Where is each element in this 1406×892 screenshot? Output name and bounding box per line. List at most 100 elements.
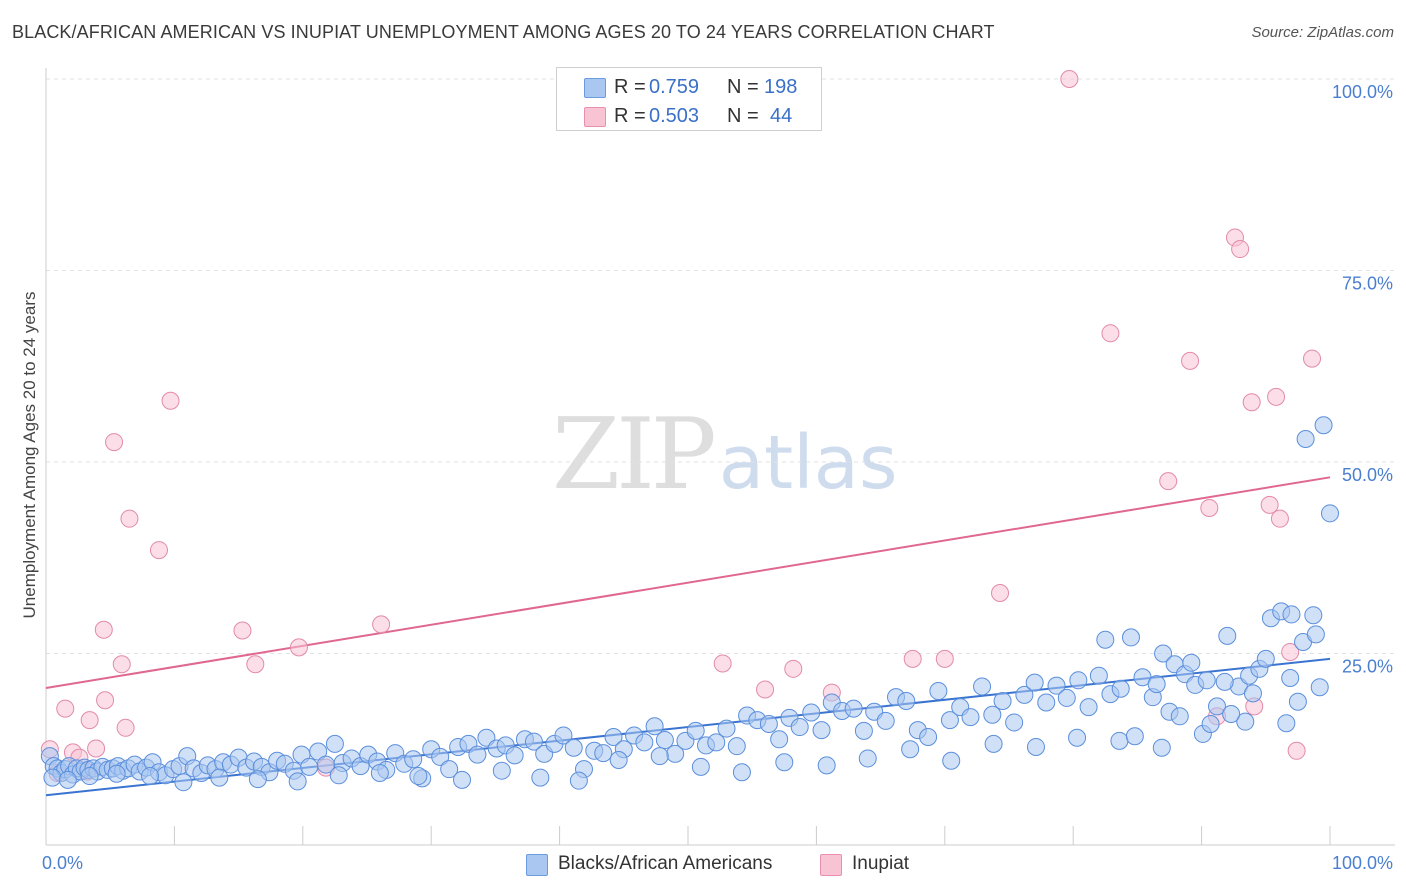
bottom-legend-label-black: Blacks/African Americans xyxy=(558,853,773,874)
black-point xyxy=(1121,628,1140,647)
black-point xyxy=(984,734,1003,753)
y-tick-label: 25.0% xyxy=(1342,657,1393,677)
black-point xyxy=(1197,671,1216,690)
watermark: ZIPatlas xyxy=(552,398,898,512)
inupiat-point xyxy=(289,638,308,657)
black-point xyxy=(1057,688,1076,707)
y-tick-label: 100.0% xyxy=(1332,82,1393,102)
black-point xyxy=(691,757,710,776)
black-point xyxy=(329,766,348,785)
inupiat-point xyxy=(233,621,252,640)
inupiat-point xyxy=(1159,472,1178,491)
inupiat-point xyxy=(1242,393,1261,412)
black-point xyxy=(1288,692,1307,711)
black-point xyxy=(1256,649,1275,668)
black-point xyxy=(440,760,459,779)
black-point xyxy=(876,711,895,730)
inupiat-point xyxy=(935,649,954,668)
black-point xyxy=(1243,684,1262,703)
black-point xyxy=(210,768,229,787)
y-axis-label: Unemployment Among Ages 20 to 24 years xyxy=(20,291,39,619)
black-point xyxy=(854,721,873,740)
y-tick-label: 50.0% xyxy=(1342,465,1393,485)
black-point xyxy=(1026,737,1045,756)
inupiat-point xyxy=(161,391,180,410)
watermark-zip: ZIP xyxy=(552,398,717,512)
black-point xyxy=(1281,669,1300,688)
black-point xyxy=(717,719,736,738)
inupiat-point xyxy=(1267,387,1286,406)
black-point xyxy=(409,767,428,786)
black-point xyxy=(300,757,319,776)
axes xyxy=(45,68,1395,846)
black-point xyxy=(107,764,126,783)
black-point xyxy=(370,763,389,782)
black-point xyxy=(858,749,877,768)
black-point xyxy=(844,699,863,718)
inupiat-point xyxy=(116,718,135,737)
black-point xyxy=(655,731,674,750)
inupiat-point xyxy=(246,655,265,674)
black-point xyxy=(993,691,1012,710)
bottom-legend-swatch-black xyxy=(526,854,548,876)
black-point xyxy=(1208,697,1227,716)
black-point xyxy=(1310,678,1329,697)
inupiat-point xyxy=(149,541,168,560)
black-point xyxy=(604,727,623,746)
black-point xyxy=(929,682,948,701)
black-point xyxy=(404,750,423,769)
legend-n-label: N = xyxy=(727,76,759,98)
black-point xyxy=(431,747,450,766)
black-point xyxy=(141,767,160,786)
inupiat-point xyxy=(713,654,732,673)
black-point xyxy=(325,734,344,753)
inupiat-point xyxy=(94,620,113,639)
black-point xyxy=(1110,731,1129,750)
legend-swatch-black xyxy=(584,78,606,98)
black-point xyxy=(1154,644,1173,663)
inupiat-point xyxy=(56,699,75,718)
black-point xyxy=(1222,705,1241,724)
black-point xyxy=(1089,666,1108,685)
black-point xyxy=(775,753,794,772)
inupiat-point xyxy=(1270,509,1289,528)
black-point xyxy=(1306,625,1325,644)
black-point xyxy=(1037,693,1056,712)
black-point xyxy=(1218,626,1237,645)
black-point xyxy=(707,733,726,752)
black-point xyxy=(973,677,992,696)
black-point xyxy=(80,767,99,786)
black-point xyxy=(1069,671,1088,690)
inupiat-point xyxy=(1281,642,1300,661)
black-point xyxy=(961,708,980,727)
black-point xyxy=(942,751,961,770)
watermark-atlas: atlas xyxy=(718,420,898,506)
inupiat-point xyxy=(120,509,139,528)
black-point xyxy=(174,773,193,792)
black-point xyxy=(569,771,588,790)
chart-title: BLACK/AFRICAN AMERICAN VS INUPIAT UNEMPL… xyxy=(12,22,995,42)
black-point xyxy=(1147,675,1166,694)
black-point xyxy=(770,730,789,749)
black-point xyxy=(686,721,705,740)
black-point xyxy=(759,714,778,733)
black-point xyxy=(248,770,267,789)
legend-n-label: N = xyxy=(727,105,759,127)
black-point xyxy=(812,721,831,740)
black-point xyxy=(1152,738,1171,757)
black-point xyxy=(43,768,62,787)
black-point xyxy=(609,750,628,769)
inupiat-point xyxy=(756,680,775,699)
x-tick-label: 0.0% xyxy=(42,853,83,873)
black-point xyxy=(594,744,613,763)
black-point xyxy=(650,747,669,766)
inupiat-point xyxy=(105,433,124,452)
black-point xyxy=(1182,653,1201,672)
legend-n-value: 44 xyxy=(770,105,793,127)
black-point xyxy=(554,726,573,745)
source-label: Source: ZipAtlas.com xyxy=(1251,24,1394,41)
legend-r-label: R = xyxy=(614,105,646,127)
black-point xyxy=(727,737,746,756)
black-point xyxy=(58,770,77,789)
black-point xyxy=(635,733,654,752)
